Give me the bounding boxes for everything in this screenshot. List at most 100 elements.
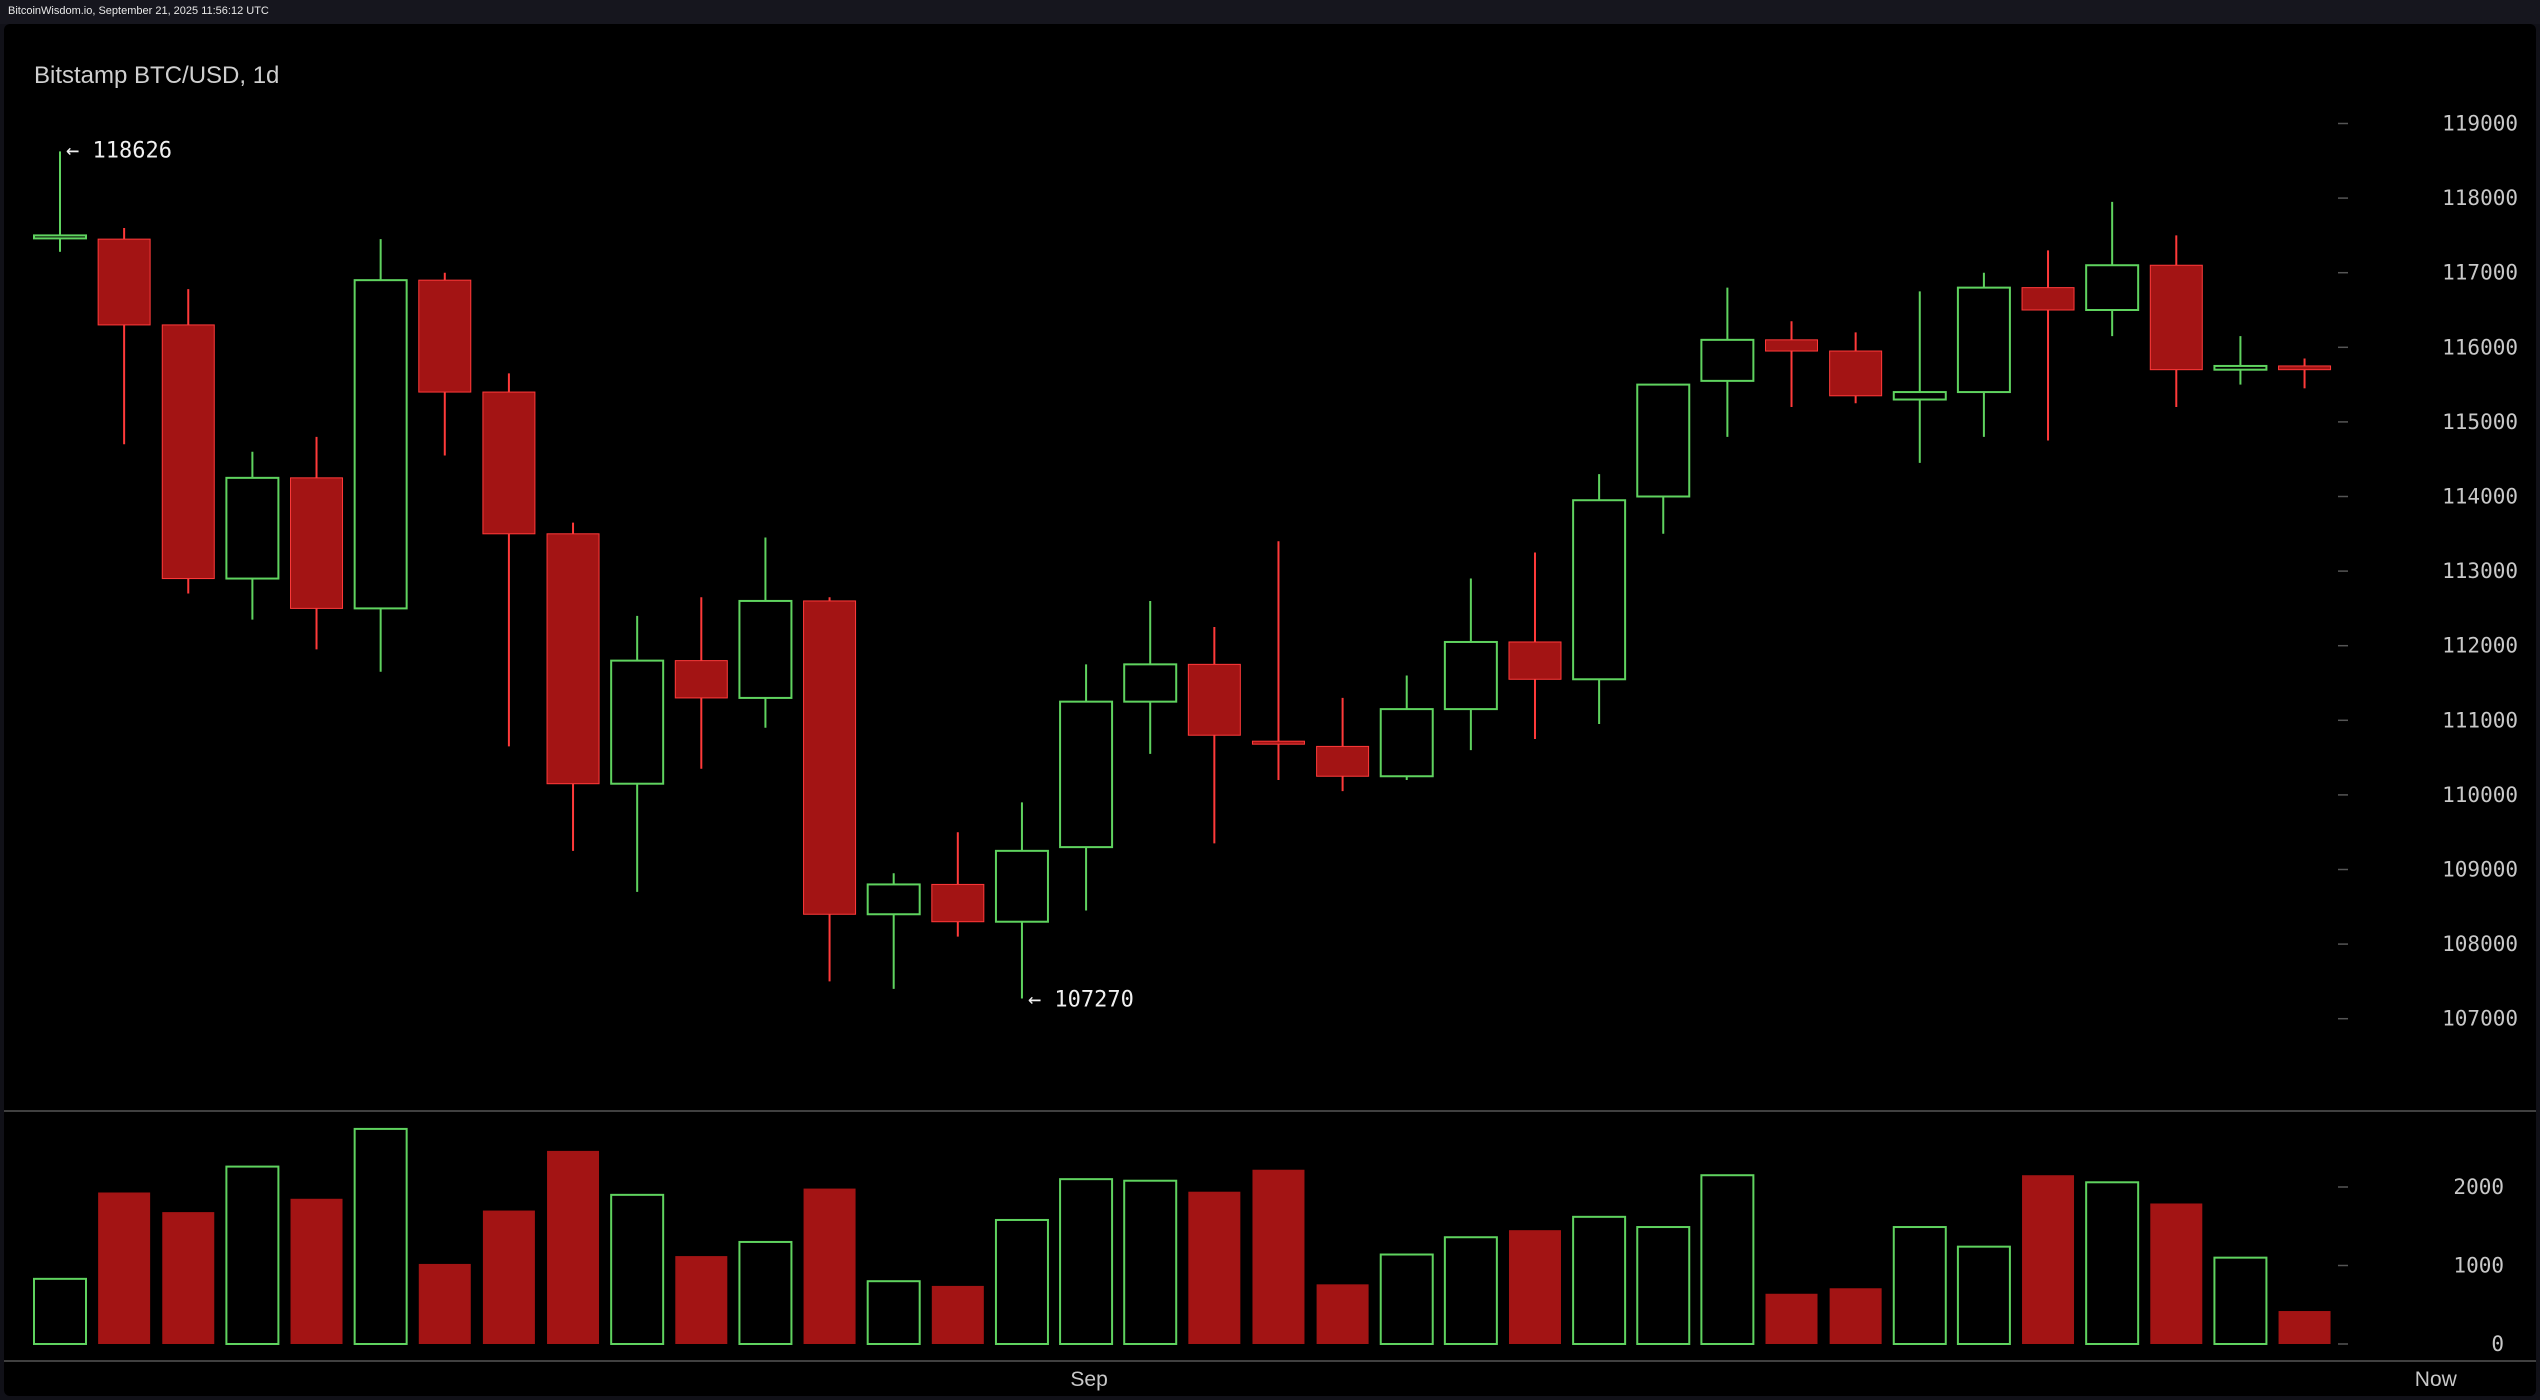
high-price-annotation: ← 118626 <box>66 138 172 163</box>
candle[interactable] <box>161 289 215 594</box>
candle[interactable] <box>33 151 87 252</box>
volume-bar-down[interactable] <box>2022 1175 2075 1344</box>
candle[interactable] <box>97 227 151 445</box>
price-tick-label: 109000 <box>2442 858 2518 882</box>
candle[interactable] <box>225 451 280 620</box>
volume-bar-down[interactable] <box>290 1198 343 1344</box>
candle[interactable] <box>2085 201 2140 337</box>
volume-bar-up[interactable] <box>1059 1178 1114 1346</box>
price-tick-label: 113000 <box>2442 559 2518 583</box>
volume-bar-down[interactable] <box>482 1210 535 1344</box>
candle[interactable] <box>1892 291 1947 463</box>
candle[interactable] <box>674 597 728 769</box>
candle[interactable] <box>1829 332 1883 404</box>
price-tick-label: 112000 <box>2442 634 2518 658</box>
grid-layer <box>2338 122 2348 1345</box>
volume-bar-up[interactable] <box>225 1165 280 1345</box>
candle[interactable] <box>1123 600 1178 754</box>
candle[interactable] <box>866 873 921 989</box>
volume-bar-down[interactable] <box>675 1256 728 1344</box>
candle[interactable] <box>738 537 793 728</box>
volume-bar-down[interactable] <box>1188 1191 1241 1344</box>
candle[interactable] <box>931 832 985 937</box>
volume-bar-up[interactable] <box>610 1193 665 1345</box>
volume-bar-down[interactable] <box>2278 1311 2331 1344</box>
candle[interactable] <box>1059 664 1114 911</box>
candle-body-up <box>1636 383 1691 498</box>
volume-bar-down[interactable] <box>162 1212 215 1344</box>
volume-bar-down[interactable] <box>1508 1230 1561 1344</box>
price-tick-label: 118000 <box>2442 186 2518 210</box>
volume-bar-up[interactable] <box>738 1240 793 1345</box>
candle[interactable] <box>1251 541 1305 780</box>
candle[interactable] <box>1316 697 1370 792</box>
volume-bar-down[interactable] <box>418 1263 471 1344</box>
candle-body-down <box>2021 287 2075 311</box>
candle-body-up <box>1059 700 1114 849</box>
volume-bar-down[interactable] <box>1252 1169 1305 1344</box>
candle[interactable] <box>1956 272 2011 437</box>
volume-bar-up[interactable] <box>1379 1253 1434 1346</box>
candle[interactable] <box>2213 336 2268 385</box>
candle[interactable] <box>1187 627 1241 844</box>
candle[interactable] <box>803 597 857 982</box>
candle-body-down <box>1508 641 1562 680</box>
candle[interactable] <box>2278 358 2332 389</box>
price-tick-label: 107000 <box>2442 1007 2518 1031</box>
candle[interactable] <box>1508 552 1562 739</box>
candle[interactable] <box>994 802 1049 999</box>
candle[interactable] <box>290 436 344 650</box>
candle-body-down <box>803 600 857 915</box>
volume-bar-up[interactable] <box>1700 1174 1755 1345</box>
price-tick-label: 117000 <box>2442 261 2518 285</box>
volume-bar-up[interactable] <box>2085 1181 2140 1346</box>
candle[interactable] <box>610 615 665 892</box>
volume-bar-down[interactable] <box>2150 1203 2203 1344</box>
volume-bar-down[interactable] <box>1829 1288 1882 1344</box>
candle[interactable] <box>1379 675 1434 780</box>
volume-bar-up[interactable] <box>1572 1215 1627 1345</box>
volume-bar-up[interactable] <box>1443 1236 1498 1345</box>
candle[interactable] <box>1636 383 1691 534</box>
candle-body-down <box>97 238 151 326</box>
price-tick-label: 119000 <box>2442 112 2518 136</box>
volume-bar-up[interactable] <box>353 1127 408 1346</box>
volume-bar-down[interactable] <box>931 1285 984 1344</box>
candle-body-down <box>290 477 344 609</box>
volume-bar-up[interactable] <box>1123 1179 1178 1345</box>
candle[interactable] <box>353 239 408 672</box>
volume-bar-up[interactable] <box>1956 1245 2011 1346</box>
volume-bar-down[interactable] <box>803 1188 856 1344</box>
candle[interactable] <box>546 522 600 851</box>
candle-body-down <box>2278 365 2332 371</box>
candle-body-down <box>1829 350 1883 397</box>
candlestick-chart[interactable]: 119000 118000 117000 116000 115000 114000 1130… <box>4 24 2536 1396</box>
volume-bar-up[interactable] <box>1636 1226 1691 1346</box>
candle[interactable] <box>1443 578 1498 751</box>
candle-body-down <box>482 391 536 535</box>
volume-bar-up[interactable] <box>1892 1226 1947 1346</box>
candle[interactable] <box>418 272 472 456</box>
candle[interactable] <box>1765 321 1819 407</box>
chart-title: Bitstamp BTC/USD, 1d <box>34 62 280 89</box>
candle-body-down <box>2149 264 2203 371</box>
volume-bar-up[interactable] <box>33 1277 87 1345</box>
volume-bar-up[interactable] <box>2213 1256 2268 1346</box>
volume-bar-down[interactable] <box>547 1150 600 1344</box>
candle[interactable] <box>1572 474 1627 725</box>
candle-body-up <box>353 279 408 610</box>
volume-bar-up[interactable] <box>994 1218 1049 1345</box>
volume-bar-up[interactable] <box>866 1280 921 1345</box>
candle-body-up <box>1956 286 2011 394</box>
candle-body-down <box>1251 740 1305 745</box>
volume-bar-down[interactable] <box>1316 1284 1369 1344</box>
candle[interactable] <box>1700 287 1755 437</box>
candle-body-up <box>1443 640 1498 711</box>
candle[interactable] <box>2149 235 2203 407</box>
price-tick-label: 115000 <box>2442 410 2518 434</box>
candle[interactable] <box>482 373 536 747</box>
candle[interactable] <box>2021 250 2075 441</box>
volume-bar-down[interactable] <box>1765 1293 1818 1344</box>
volume-bar-down[interactable] <box>98 1192 151 1344</box>
candle-body-down <box>1187 663 1241 736</box>
